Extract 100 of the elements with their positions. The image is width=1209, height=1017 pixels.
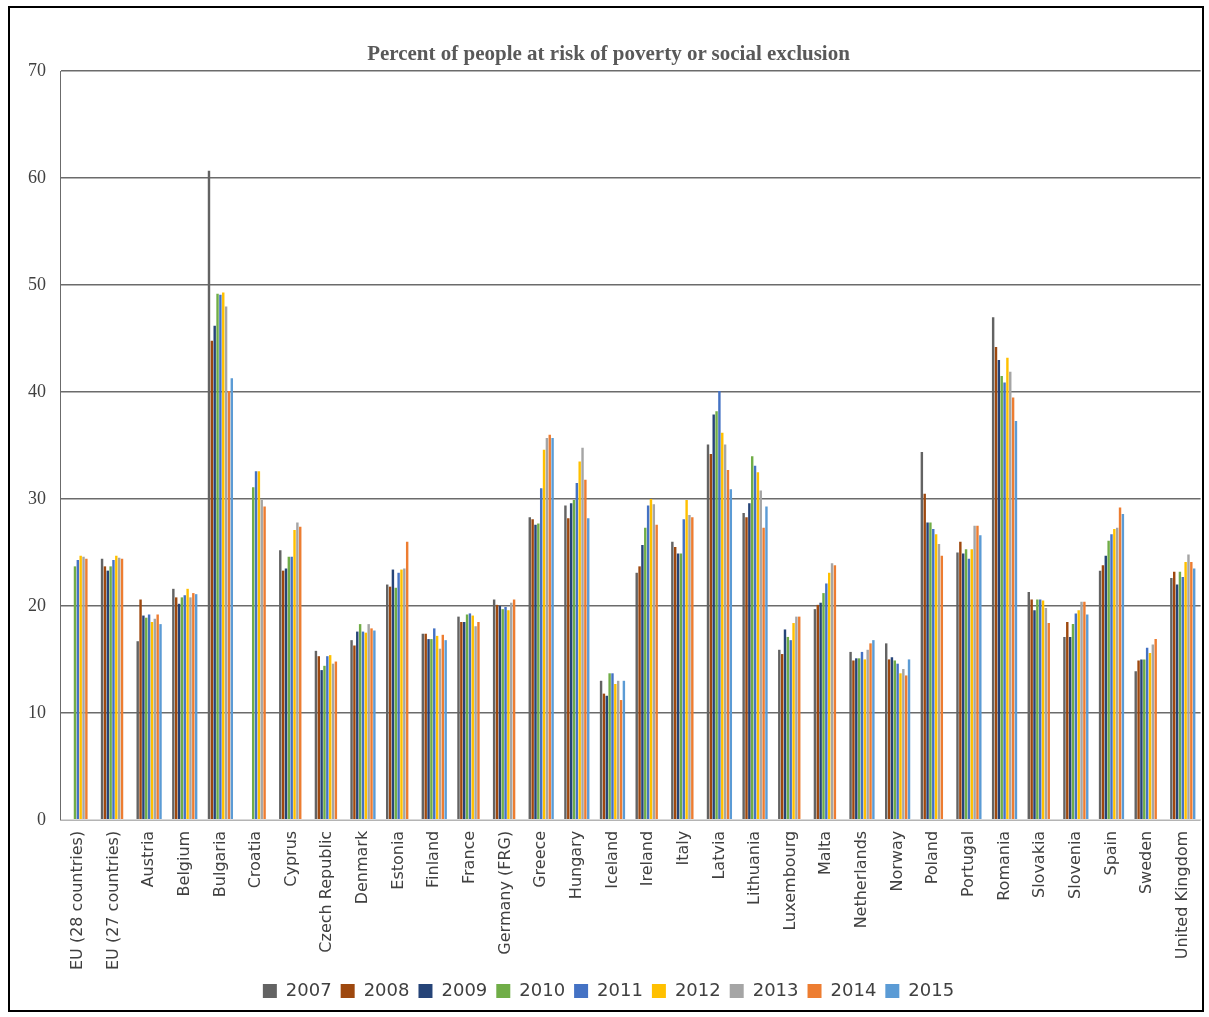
x-tick-label: Cyprus	[280, 830, 300, 887]
bar	[1110, 534, 1113, 820]
y-tick-label: 10	[28, 701, 46, 722]
x-tick-label: Sweden	[1136, 830, 1156, 895]
bar	[156, 614, 159, 820]
bar	[444, 640, 447, 820]
x-tick-label: Iceland	[601, 830, 621, 889]
x-tick-label: Poland	[922, 830, 942, 885]
x-tick-label: Slovakia	[1029, 830, 1049, 899]
y-tick-label: 60	[28, 166, 46, 187]
x-tick-label: EU (28 countries)	[66, 830, 86, 971]
bar	[109, 566, 112, 820]
legend-label: 2009	[441, 978, 488, 1000]
bar	[263, 506, 266, 820]
bar	[1006, 357, 1009, 820]
x-tick-label: Bulgaria	[209, 830, 229, 898]
legend-label: 2014	[830, 978, 877, 1000]
bar	[1187, 554, 1190, 820]
x-tick-label: Denmark	[352, 830, 372, 905]
bar	[1154, 639, 1157, 820]
legend-label: 2010	[519, 978, 566, 1000]
x-tick-label: Greece	[530, 830, 550, 888]
bar	[614, 684, 617, 820]
x-tick-label: Netherlands	[851, 830, 871, 929]
y-tick-label: 20	[28, 594, 46, 615]
bar	[1030, 599, 1033, 820]
y-tick-label: 40	[28, 380, 46, 401]
x-tick-label: EU (27 countries)	[102, 830, 122, 971]
bar	[477, 621, 480, 820]
x-tick-label: Belgium	[173, 830, 193, 897]
x-tick-label: Latvia	[708, 830, 728, 880]
bar	[825, 583, 828, 820]
x-tick-label: Austria	[138, 830, 158, 888]
bar	[213, 325, 216, 820]
bar	[765, 506, 768, 820]
legend-label: 2011	[597, 978, 643, 1000]
bar	[655, 524, 658, 820]
x-tick-label: Portugal	[958, 830, 978, 898]
bar	[578, 461, 581, 820]
bar	[1190, 562, 1193, 820]
legend-label: 2013	[752, 978, 799, 1000]
bar	[789, 640, 792, 820]
legend-label: 2012	[674, 978, 721, 1000]
bar	[1107, 540, 1110, 820]
y-tick-label: 30	[28, 487, 46, 508]
x-tick-label: United Kingdom	[1171, 830, 1191, 960]
x-tick-label: Malta	[815, 830, 835, 875]
bar	[159, 624, 162, 820]
x-tick-label: Lithuania	[744, 830, 764, 905]
bar	[584, 479, 587, 820]
bar	[323, 665, 326, 820]
x-tick-label: Ireland	[637, 830, 657, 887]
x-tick-label: Romania	[993, 830, 1013, 901]
x-tick-label: Hungary	[565, 830, 585, 900]
y-tick-label: 70	[28, 59, 46, 80]
x-tick-label: Estonia	[387, 830, 407, 890]
bar	[1003, 382, 1006, 820]
chart-title: Percent of people at risk of poverty or social exclusion	[367, 41, 851, 66]
bar	[189, 597, 192, 820]
bar	[899, 673, 902, 820]
bar	[112, 559, 115, 820]
bar	[296, 522, 299, 820]
bar	[581, 447, 584, 820]
bar	[551, 438, 554, 820]
legend-label: 2015	[908, 978, 955, 1000]
bar	[745, 517, 748, 820]
bar	[748, 503, 751, 820]
bar	[979, 535, 982, 820]
legend-label: 2007	[285, 978, 332, 1000]
x-tick-label: Norway	[886, 830, 906, 892]
x-tick-label: Slovenia	[1064, 830, 1084, 899]
bar	[139, 599, 142, 820]
x-tick-label: Finland	[423, 830, 443, 888]
bar	[1033, 610, 1036, 820]
bar	[1000, 376, 1003, 820]
x-tick-label: Spain	[1100, 830, 1120, 876]
bar	[474, 626, 477, 820]
bar	[367, 624, 370, 820]
bar	[902, 669, 905, 820]
legend-label: 2008	[363, 978, 410, 1000]
x-tick-label: Croatia	[245, 830, 265, 889]
bar	[792, 623, 795, 820]
bar	[923, 493, 926, 820]
y-tick-label: 50	[28, 273, 46, 294]
bar	[1184, 562, 1187, 820]
x-tick-label: Germany (FRG)	[494, 830, 514, 955]
x-tick-label: Luxembourg	[779, 830, 799, 931]
bar	[641, 544, 644, 820]
bar	[718, 390, 721, 820]
bar	[353, 645, 356, 820]
bar	[638, 566, 641, 820]
bar	[762, 527, 765, 820]
bar	[822, 593, 825, 820]
bar	[866, 649, 869, 820]
y-tick-label: 0	[37, 808, 46, 829]
bar	[959, 541, 962, 820]
x-tick-label: France	[459, 830, 479, 885]
bar	[293, 530, 296, 820]
bar	[186, 588, 189, 820]
bar	[320, 670, 323, 820]
